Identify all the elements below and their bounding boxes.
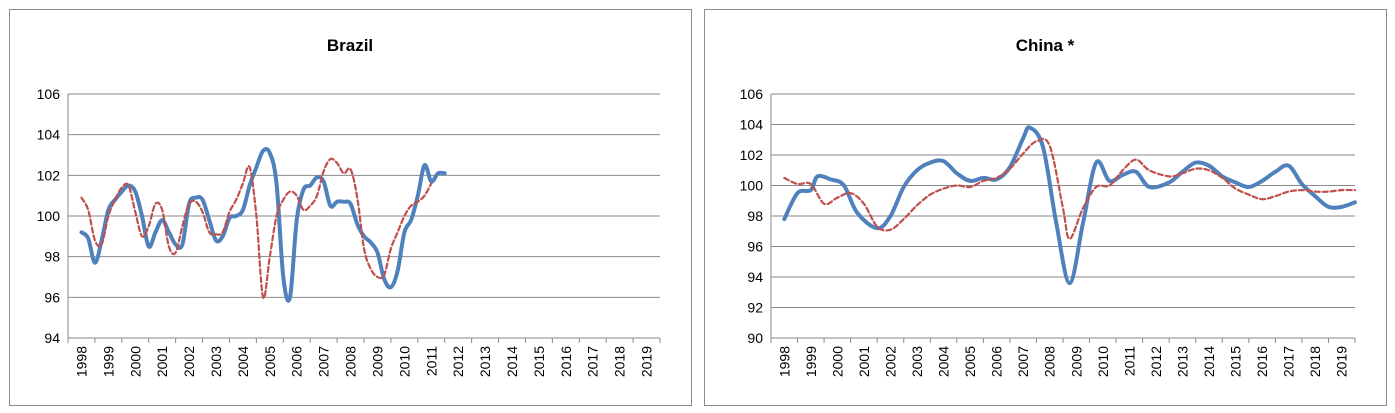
china-chart-panel: China * 90 92 94 96 98 100 102 104 106 1998 1999 200… bbox=[704, 9, 1387, 406]
x-tick-label: 2006 bbox=[289, 346, 305, 377]
x-tick-label: 2004 bbox=[936, 346, 952, 377]
y-tick-label: 102 bbox=[740, 147, 764, 163]
china-series-solid-line bbox=[782, 125, 1357, 286]
x-tick-label: 1998 bbox=[73, 346, 89, 377]
y-tick-label: 100 bbox=[740, 178, 764, 194]
x-tick-label: 2003 bbox=[909, 346, 925, 377]
x-tick-label: 2012 bbox=[450, 346, 466, 377]
x-tick-label: 2000 bbox=[127, 346, 143, 377]
x-tick-label: 2013 bbox=[477, 346, 493, 377]
x-tick-label: 2016 bbox=[558, 346, 574, 377]
x-tick-label: 2019 bbox=[1334, 346, 1350, 377]
x-tick-label: 2013 bbox=[1174, 346, 1190, 377]
x-tick-label: 2018 bbox=[1307, 346, 1323, 377]
brazil-chart: Brazil 94 96 98 100 102 104 106 1998 1999 2000 2001… bbox=[37, 36, 661, 377]
x-tick-label: 2011 bbox=[423, 346, 439, 376]
x-tick-label: 2002 bbox=[181, 346, 197, 377]
brazil-series-solid-line bbox=[79, 147, 447, 303]
x-tick-label: 2011 bbox=[1121, 346, 1137, 376]
x-tick-label: 2008 bbox=[1042, 346, 1058, 377]
china-series-dashed-line bbox=[783, 137, 1357, 240]
y-tick-label: 104 bbox=[740, 117, 764, 133]
x-tick-label: 2009 bbox=[1068, 346, 1084, 377]
x-tick-label: 2001 bbox=[154, 346, 170, 377]
x-tick-label: 2005 bbox=[962, 346, 978, 377]
y-tick-label: 98 bbox=[747, 208, 763, 224]
x-tick-label: 2010 bbox=[1095, 346, 1111, 377]
brazil-chart-panel: Brazil 94 96 98 100 102 104 106 1998 1999 2000 2001… bbox=[9, 9, 692, 406]
x-tick-label: 1999 bbox=[803, 346, 819, 377]
x-tick-label: 2017 bbox=[585, 346, 601, 377]
x-tick-label: 2018 bbox=[612, 346, 628, 377]
y-tick-label: 94 bbox=[44, 330, 60, 346]
brazil-series-dashed-line bbox=[80, 157, 433, 300]
y-tick-label: 100 bbox=[37, 208, 61, 224]
x-tick-label: 2002 bbox=[882, 346, 898, 377]
x-tick-label: 2001 bbox=[856, 346, 872, 377]
x-tick-label: 2015 bbox=[1228, 346, 1244, 377]
y-tick-label: 98 bbox=[44, 249, 60, 265]
x-tick-label: 2005 bbox=[262, 346, 278, 377]
x-tick-label: 1998 bbox=[776, 346, 792, 377]
x-tick-label: 2019 bbox=[639, 346, 655, 377]
x-tick-label: 2009 bbox=[369, 346, 385, 377]
x-tick-label: 2000 bbox=[829, 346, 845, 377]
china-chart: China * 90 92 94 96 98 100 102 104 106 1998 1999 200… bbox=[740, 36, 1357, 377]
y-tick-label: 90 bbox=[747, 330, 763, 346]
y-tick-label: 102 bbox=[37, 167, 61, 183]
x-tick-label: 2015 bbox=[531, 346, 547, 377]
x-tick-label: 2007 bbox=[316, 346, 332, 377]
china-chart-title: China * bbox=[1016, 36, 1075, 55]
y-tick-label: 104 bbox=[37, 127, 61, 143]
x-tick-label: 2012 bbox=[1148, 346, 1164, 377]
x-tick-label: 2016 bbox=[1254, 346, 1270, 377]
y-tick-label: 106 bbox=[37, 86, 61, 102]
y-tick-label: 96 bbox=[44, 289, 60, 305]
x-tick-label: 2014 bbox=[504, 346, 520, 377]
x-tick-label: 2014 bbox=[1201, 346, 1217, 377]
x-tick-label: 2003 bbox=[208, 346, 224, 377]
x-tick-label: 2007 bbox=[1015, 346, 1031, 377]
y-tick-label: 94 bbox=[747, 269, 763, 285]
x-tick-label: 1999 bbox=[100, 346, 116, 377]
x-tick-label: 2017 bbox=[1281, 346, 1297, 377]
y-tick-label: 106 bbox=[740, 86, 764, 102]
y-tick-label: 92 bbox=[747, 300, 763, 316]
x-tick-label: 2004 bbox=[235, 346, 251, 377]
brazil-chart-title: Brazil bbox=[327, 36, 373, 55]
x-tick-label: 2006 bbox=[989, 346, 1005, 377]
x-tick-label: 2010 bbox=[396, 346, 412, 377]
x-tick-label: 2008 bbox=[343, 346, 359, 377]
y-tick-label: 96 bbox=[747, 239, 763, 255]
